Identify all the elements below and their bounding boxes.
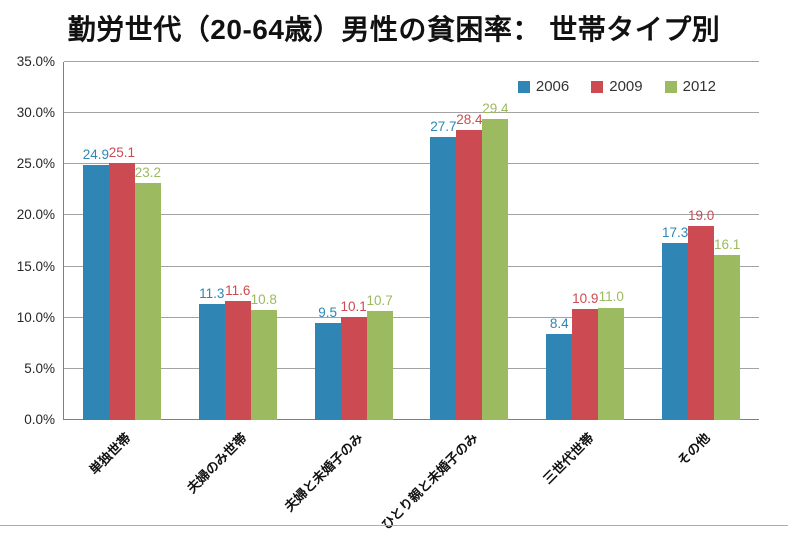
value-label: 10.7 — [366, 292, 393, 308]
value-label: 17.3 — [661, 225, 689, 241]
value-label: 27.7 — [430, 118, 457, 134]
y-tick-label: 20.0% — [16, 207, 55, 223]
x-category-label: 三世代世帯 — [540, 430, 597, 487]
bar-2006-2 — [314, 322, 341, 420]
value-label: 10.9 — [572, 290, 599, 306]
legend-item-2009: 2009 — [591, 78, 643, 95]
value-label: 24.9 — [82, 147, 110, 163]
gridline-35 — [64, 61, 759, 62]
bar-2006-5 — [662, 243, 689, 420]
value-label: 10.8 — [250, 291, 277, 307]
legend-swatch-icon — [664, 81, 677, 93]
legend-label: 2009 — [609, 78, 643, 95]
bar-2009-0 — [108, 163, 135, 420]
gridline-0 — [64, 419, 759, 420]
value-label: 23.2 — [134, 164, 162, 180]
gridline-5 — [64, 368, 759, 369]
value-label: 25.1 — [108, 145, 136, 161]
y-tick-label: 30.0% — [16, 105, 55, 121]
bar-2009-4 — [572, 308, 599, 420]
legend-swatch-icon — [591, 81, 604, 93]
bar-2012-4 — [598, 307, 625, 420]
y-axis: 0.0% 5.0% 10.0% 15.0% 20.0% 25.0% 30.0% 35.0% — [0, 54, 55, 427]
legend-item-2006: 2006 — [517, 78, 570, 95]
bar-2009-5 — [688, 225, 715, 420]
value-label: 11.6 — [225, 283, 251, 299]
value-label: 19.0 — [687, 207, 715, 223]
value-label: 11.3 — [199, 286, 225, 302]
gridline-20 — [64, 214, 759, 215]
y-tick-label: 15.0% — [16, 258, 55, 274]
bar-2006-1 — [198, 304, 225, 420]
gridline-10 — [64, 317, 759, 318]
plot-area: 24.9 25.1 23.2 11.3 11.6 10.8 9.5 10.1 10.7 27.7 2… — [63, 61, 759, 420]
x-category-label: 夫婦と未婚子のみ — [281, 430, 366, 515]
bar-2009-1 — [224, 301, 251, 420]
bar-2012-0 — [134, 182, 161, 420]
y-tick-label: 25.0% — [16, 156, 55, 172]
bar-2012-3 — [482, 119, 509, 420]
y-tick-label: 10.0% — [16, 309, 55, 325]
bar-2006-0 — [82, 165, 109, 420]
bar-2012-1 — [250, 309, 277, 420]
chart-title: 勤労世代（20-64歳）男性の貧困率： 世帯タイプ別 — [67, 14, 721, 45]
legend: 2006 2009 2012 — [517, 78, 716, 95]
gridline-25 — [64, 163, 759, 164]
legend-swatch-icon — [517, 81, 530, 93]
y-tick-label: 5.0% — [24, 360, 55, 376]
x-category-label: その他 — [674, 430, 713, 469]
bar-2009-2 — [340, 316, 367, 420]
bar-2006-4 — [546, 334, 573, 420]
legend-item-2012: 2012 — [664, 78, 716, 95]
x-category-label: 単独世帯 — [86, 430, 134, 478]
value-label: 8.4 — [549, 316, 569, 332]
x-category-label: ひとり親と未婚子のみ — [378, 430, 482, 533]
value-label: 10.1 — [340, 298, 367, 314]
value-label: 9.5 — [318, 304, 337, 320]
chart-border-bottom — [0, 525, 788, 526]
value-label: 28.4 — [456, 111, 483, 127]
value-label: 11.0 — [598, 289, 624, 305]
gridline-15 — [64, 266, 759, 267]
y-tick-label: 0.0% — [24, 412, 55, 427]
bar-2012-5 — [714, 255, 741, 420]
bar-2006-3 — [430, 136, 457, 420]
bar-2012-2 — [366, 310, 393, 420]
y-tick-label: 35.0% — [16, 54, 55, 69]
legend-label: 2006 — [535, 78, 570, 95]
bar-2009-3 — [456, 129, 483, 420]
x-category-label: 夫婦のみ世帯 — [183, 430, 250, 496]
gridline-30 — [64, 112, 759, 113]
value-label: 29.4 — [482, 101, 509, 117]
legend-label: 2012 — [682, 78, 716, 95]
value-label: 16.1 — [713, 237, 741, 253]
